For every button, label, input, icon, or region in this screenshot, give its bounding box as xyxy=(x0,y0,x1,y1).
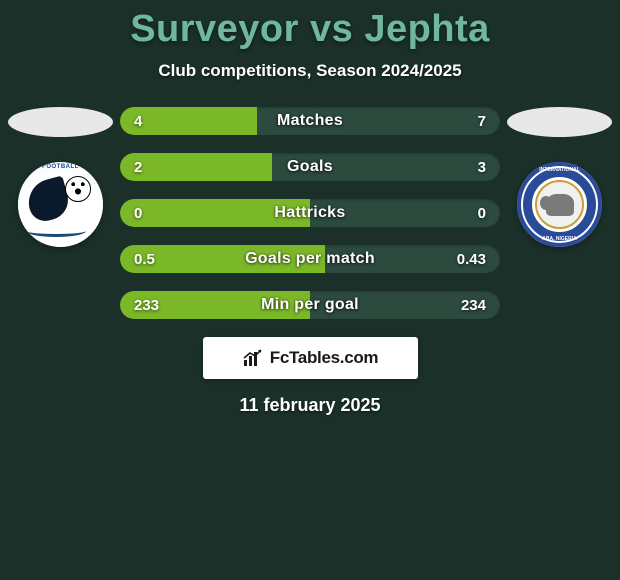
elephant-icon xyxy=(546,194,574,216)
stat-label: Hattricks xyxy=(120,199,500,227)
player-left-badge: FOOTBALL xyxy=(18,162,103,247)
player-left-name-oval xyxy=(8,107,113,137)
brand-box: FcTables.com xyxy=(203,337,418,379)
page-title: Surveyor vs Jephta xyxy=(0,0,620,51)
badge-right-bottom-text: ABA, NIGERIA xyxy=(521,236,598,242)
stat-right-value: 234 xyxy=(447,291,500,319)
badge-left-arc-text: FOOTBALL xyxy=(18,164,103,170)
stat-label: Matches xyxy=(120,107,500,135)
stat-label: Min per goal xyxy=(120,291,500,319)
stat-label: Goals xyxy=(120,153,500,181)
player-right-badge: INTERNATIONAL ABA, NIGERIA xyxy=(517,162,602,247)
stat-bar: 233Min per goal234 xyxy=(120,291,500,319)
chart-icon xyxy=(242,348,264,368)
date-text: 11 february 2025 xyxy=(0,395,620,416)
subtitle: Club competitions, Season 2024/2025 xyxy=(0,61,620,81)
soccer-ball-icon xyxy=(65,176,91,202)
brand-text: FcTables.com xyxy=(270,348,379,368)
stat-bar: 4Matches7 xyxy=(120,107,500,135)
stat-bar: 2Goals3 xyxy=(120,153,500,181)
stat-right-value: 3 xyxy=(464,153,500,181)
comparison-arena: FOOTBALL INTERNATIONAL ABA, NIGERIA 4Mat… xyxy=(0,107,620,319)
stat-bars: 4Matches7 2Goals3 0Hattricks0 0.5Goals per … xyxy=(120,107,500,319)
stat-bar: 0Hattricks0 xyxy=(120,199,500,227)
badge-right-top-text: INTERNATIONAL xyxy=(521,167,598,173)
player-right-name-oval xyxy=(507,107,612,137)
stat-right-value: 7 xyxy=(464,107,500,135)
stat-right-value: 0 xyxy=(464,199,500,227)
wave-icon xyxy=(26,225,86,237)
stat-right-value: 0.43 xyxy=(443,245,500,273)
stat-bar: 0.5Goals per match0.43 xyxy=(120,245,500,273)
